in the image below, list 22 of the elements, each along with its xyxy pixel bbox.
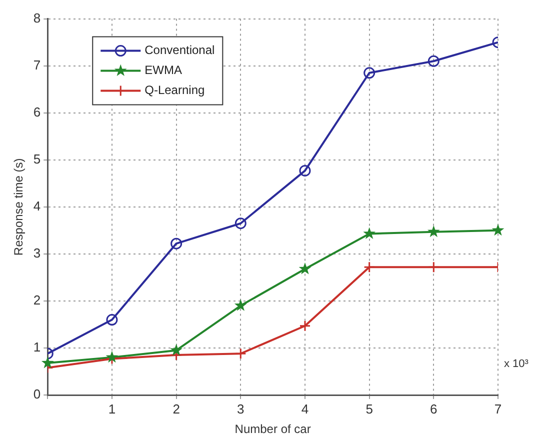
y-tick-label: 0 bbox=[33, 386, 41, 402]
y-tick-label: 4 bbox=[33, 198, 41, 214]
legend-label: EWMA bbox=[144, 63, 182, 78]
y-tick-label: 1 bbox=[33, 340, 41, 355]
text: x 10³ bbox=[504, 358, 529, 370]
x-tick-label: 4 bbox=[301, 401, 309, 416]
x-tick-label: 7 bbox=[494, 401, 502, 416]
y-tick-label: 5 bbox=[33, 151, 41, 166]
legend-label: Q-Learning bbox=[144, 83, 205, 98]
y-tick-label: 6 bbox=[33, 104, 41, 120]
x-tick-label: 1 bbox=[108, 401, 116, 416]
legend-label: Conventional bbox=[144, 43, 215, 58]
x-tick-label: 2 bbox=[172, 401, 180, 416]
y-axis-title: Response time (s) bbox=[12, 158, 26, 256]
y-tick-label: 3 bbox=[33, 246, 41, 261]
y-tick-label: 8 bbox=[33, 10, 41, 26]
x-tick-label: 6 bbox=[430, 401, 438, 416]
x-tick-label: 5 bbox=[366, 401, 373, 416]
y-tick-label: 2 bbox=[33, 292, 41, 308]
y-tick-label: 7 bbox=[33, 57, 41, 72]
x-axis-title: Number of car bbox=[234, 422, 311, 436]
x-tick-label: 3 bbox=[237, 401, 244, 416]
